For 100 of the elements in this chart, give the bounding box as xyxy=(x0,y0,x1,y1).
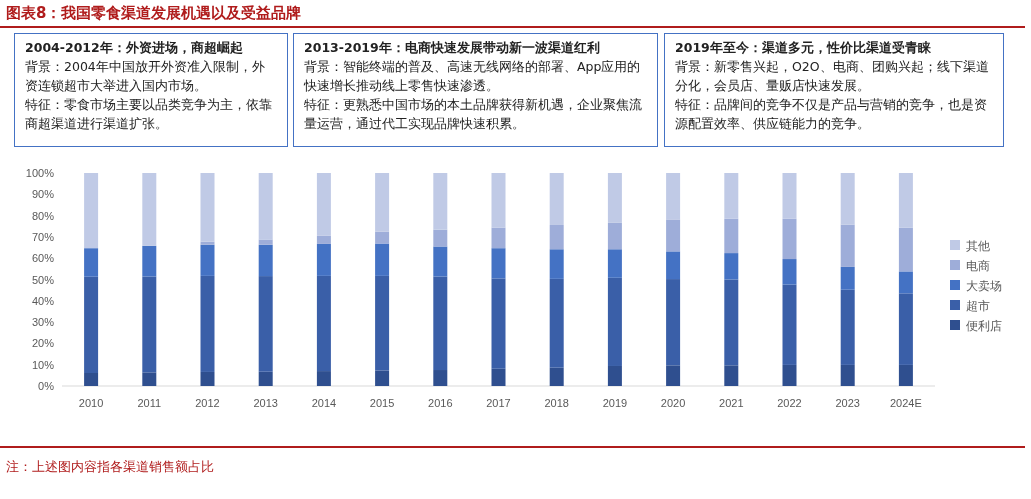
bar xyxy=(898,364,913,386)
legend-label: 其他 xyxy=(966,239,990,253)
bar xyxy=(782,364,797,386)
bar xyxy=(666,251,681,280)
bar xyxy=(84,173,99,249)
bar xyxy=(142,173,157,246)
bar xyxy=(607,173,622,223)
x-tick-label: 2017 xyxy=(486,397,511,409)
bar xyxy=(316,275,331,372)
bar xyxy=(258,371,273,386)
bar xyxy=(84,248,99,277)
chart-title: 图表8：我国零食渠道发展机遇以及受益品牌 xyxy=(6,4,302,23)
bar xyxy=(433,229,448,247)
bar xyxy=(840,224,855,267)
bar xyxy=(607,222,622,250)
bar xyxy=(258,173,273,240)
bar xyxy=(433,246,448,277)
bar xyxy=(316,173,331,236)
y-tick-label: 40% xyxy=(31,294,55,307)
bar xyxy=(491,278,506,369)
x-tick-label: 2010 xyxy=(78,397,104,409)
bar xyxy=(724,253,739,280)
x-tick-label: 2023 xyxy=(835,397,860,409)
x-tick-label: 2021 xyxy=(719,397,744,409)
bar xyxy=(491,248,506,279)
bar xyxy=(375,231,390,244)
legend-label: 便利店 xyxy=(966,319,1002,333)
x-tick-label: 2013 xyxy=(253,397,278,409)
y-tick-label: 20% xyxy=(31,337,55,350)
bar xyxy=(782,259,797,285)
x-tick-label: 2020 xyxy=(660,397,686,409)
text: 背景：新零售兴起，O2O、电商、团购兴起；线下渠道分化，会员店、量贩店快速发展。 xyxy=(675,58,990,95)
x-tick-label: 2024E xyxy=(889,397,922,409)
text: 特征：零食市场主要以品类竞争为主，依靠商超渠道进行渠道扩张。 xyxy=(25,96,273,133)
text: 特征：品牌间的竞争不仅是产品与营销的竞争，也是资源配置效率、供应链能力的竞争。 xyxy=(675,96,988,133)
x-tick-label: 2015 xyxy=(369,397,395,409)
x-tick-label: 2014 xyxy=(311,397,337,409)
bar xyxy=(840,289,855,365)
text: 2013-2019年：电商快速发展带动新一波渠道红利 xyxy=(304,39,601,57)
bar xyxy=(840,173,855,225)
bar xyxy=(316,371,331,386)
legend-label: 超市 xyxy=(966,299,990,313)
bar xyxy=(433,370,448,386)
bar xyxy=(491,173,506,228)
bar xyxy=(782,284,797,365)
bar xyxy=(549,249,564,279)
bar xyxy=(724,279,739,366)
bar xyxy=(200,241,215,245)
bar xyxy=(782,173,797,219)
legend-label: 电商 xyxy=(966,259,990,273)
bar xyxy=(200,371,215,386)
x-tick-label: 2011 xyxy=(137,397,162,409)
bar xyxy=(666,219,681,252)
y-tick-label: 30% xyxy=(31,316,55,329)
y-tick-label: 60% xyxy=(31,252,55,265)
bar xyxy=(840,364,855,386)
bar xyxy=(607,277,622,366)
bar xyxy=(666,365,681,386)
bar xyxy=(898,173,913,228)
bar xyxy=(316,235,331,244)
bar xyxy=(84,276,99,374)
bar xyxy=(724,218,739,254)
bar xyxy=(375,370,390,386)
bar xyxy=(142,372,157,386)
bar xyxy=(316,243,331,276)
bar xyxy=(200,275,215,372)
bar xyxy=(375,275,390,371)
bar xyxy=(433,276,448,371)
bar xyxy=(84,373,99,386)
bar xyxy=(898,271,913,294)
bar xyxy=(258,276,273,372)
text: 特征：更熟悉中国市场的本土品牌获得新机遇，企业聚焦流量运营，通过代工实现品牌快速积累。 xyxy=(304,96,643,133)
bar xyxy=(666,279,681,366)
legend-label: 大卖场 xyxy=(966,279,1002,293)
bar xyxy=(549,367,564,386)
bar xyxy=(433,173,448,230)
bar xyxy=(258,239,273,245)
x-tick-label: 2016 xyxy=(428,397,453,409)
text: 背景：智能终端的普及、高速无线网络的部署、App应用的快速增长推动线上零售快速渗透。 xyxy=(304,58,642,95)
y-tick-label: 90% xyxy=(31,188,55,201)
bar xyxy=(375,173,390,232)
x-tick-label: 2019 xyxy=(602,397,628,409)
bar xyxy=(782,218,797,260)
bar xyxy=(898,293,913,365)
bar xyxy=(607,365,622,386)
bar xyxy=(607,249,622,278)
bar xyxy=(666,173,681,220)
text: 背景：2004年中国放开外资准入限制，外资连锁超市大举进入国内市场。 xyxy=(25,58,266,95)
x-tick-label: 2012 xyxy=(195,397,220,409)
bar xyxy=(491,227,506,249)
bar xyxy=(724,365,739,386)
bar xyxy=(491,368,506,386)
bar xyxy=(840,266,855,290)
y-tick-label: 100% xyxy=(25,167,55,179)
bar xyxy=(898,227,913,272)
y-tick-label: 50% xyxy=(31,273,55,286)
bar xyxy=(549,173,564,225)
bar xyxy=(200,244,215,276)
bar xyxy=(724,173,739,219)
bar xyxy=(549,224,564,250)
